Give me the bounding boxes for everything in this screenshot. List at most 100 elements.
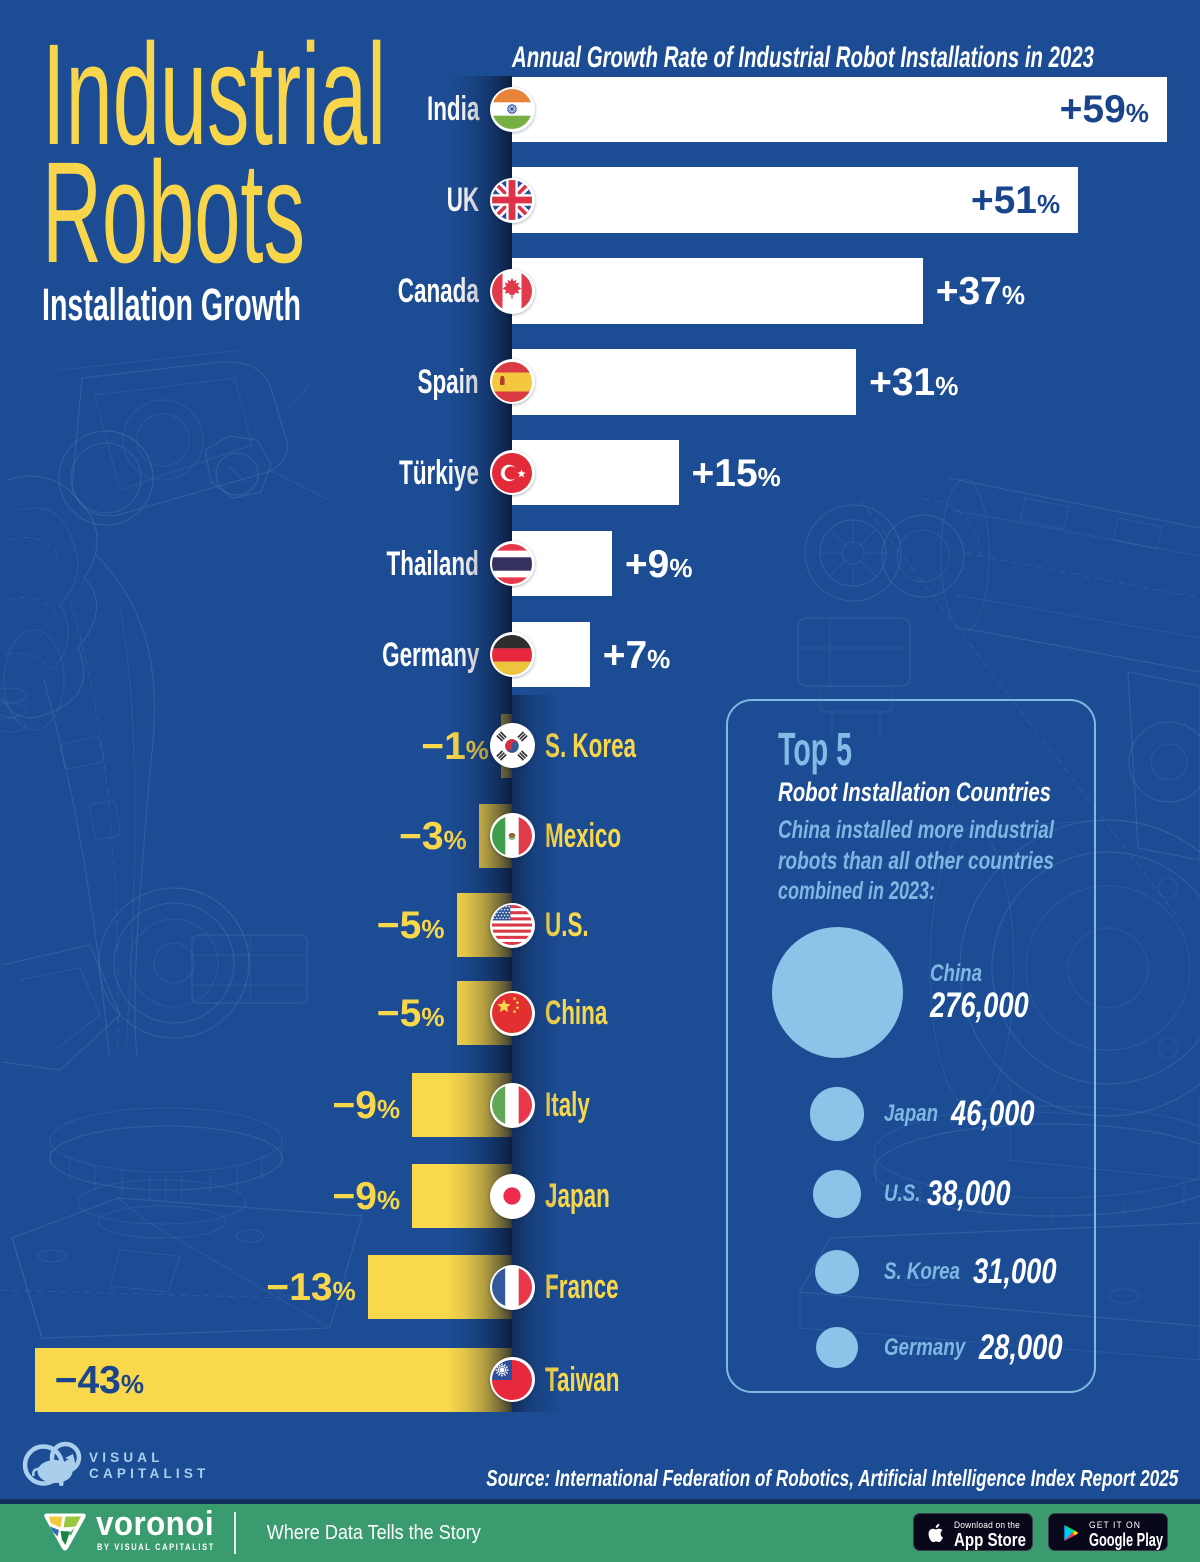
value-label-thailand-text: % xyxy=(669,552,693,583)
panel-subtitle: Robot Installation Countries xyxy=(778,777,1140,807)
value-label-turkiye-text: +15 xyxy=(691,451,758,495)
value-label-italy-text: −9 xyxy=(332,1084,377,1128)
value-label-japan-text: % xyxy=(376,1185,401,1215)
bubble-value-label-text: 38,000 xyxy=(927,1174,1011,1213)
value-label-germany: +7% xyxy=(603,636,671,679)
value-label-italy-text: % xyxy=(376,1094,401,1125)
title-subtitle: Installation Growth xyxy=(42,277,450,333)
value-label-uk-text: +51 xyxy=(970,179,1037,223)
robot-arm-sketch-right xyxy=(797,477,1200,1361)
mexico-flag-icon xyxy=(489,813,535,859)
value-label-us-text: % xyxy=(421,914,445,944)
taiwan-flag-icon-image xyxy=(492,1359,532,1400)
value-label-france-text: −13 xyxy=(266,1266,333,1310)
tagline-text: Where Data Tells the Story xyxy=(266,1521,481,1544)
value-label-china-text: −5 xyxy=(376,992,422,1035)
value-label-turkiye: +15% xyxy=(692,454,781,497)
india-flag-icon-image xyxy=(492,89,532,130)
japan-flag-icon-image xyxy=(492,1176,532,1216)
value-label-us: −5% xyxy=(377,906,445,949)
visual-capitalist-wordmark: VISUAL CAPITALIST xyxy=(89,1450,210,1481)
value-label-italy: −9% xyxy=(333,1086,401,1129)
skorea-flag-icon xyxy=(489,723,535,769)
bubble-country-label: U.S. xyxy=(884,1180,931,1208)
growth-bar-turkiye xyxy=(512,439,679,506)
bubble-country-label-text: S. Korea xyxy=(884,1258,960,1285)
thailand-flag-icon-image xyxy=(492,543,532,584)
growth-bar-uk xyxy=(512,167,1079,233)
bubble-country-label-text: China xyxy=(930,960,983,987)
tagline-separator xyxy=(234,1511,236,1554)
value-label-taiwan-text: −43 xyxy=(54,1358,121,1402)
bubble-value-label-text: 28,000 xyxy=(979,1327,1063,1367)
bubble-germany xyxy=(816,1326,858,1369)
app-store-badge-bottom-text-text: App Store xyxy=(954,1529,1026,1550)
france-flag-icon xyxy=(489,1264,535,1310)
value-label-germany-text: % xyxy=(647,643,671,674)
italy-flag-icon xyxy=(489,1082,535,1128)
bubble-country-label: S. Korea xyxy=(884,1258,981,1286)
bubble-value-label-text: 31,000 xyxy=(973,1252,1057,1291)
app-store-badge[interactable]: Download on the App Store xyxy=(913,1513,1033,1551)
source-citation-text: Source: International Federation of Robo… xyxy=(486,1465,1178,1491)
value-label-mexico-text: −3 xyxy=(399,814,444,858)
mexico-flag-icon-image xyxy=(492,815,532,856)
panel-title: Top 5 xyxy=(778,723,897,775)
source-citation: Source: International Federation of Robo… xyxy=(250,1464,1178,1492)
panel-subtitle-text: Robot Installation Countries xyxy=(778,777,1051,807)
top5-panel: Top 5 Robot Installation Countries China… xyxy=(726,699,1096,1393)
bubble-chart: China 276,000 Japan 46,000 U.S. 38,000 S. Kore… xyxy=(728,701,1098,1395)
google-play-badge-bottom-text-text: Google Play xyxy=(1089,1529,1163,1550)
title-line1: Industrial xyxy=(42,23,626,167)
bubble-us xyxy=(812,1169,862,1219)
panel-description-text: China installed more industrial xyxy=(778,815,1143,846)
skorea-flag-icon-image xyxy=(492,725,532,766)
value-label-japan-text: −9 xyxy=(332,1175,377,1218)
thailand-flag-icon xyxy=(489,541,535,587)
italy-flag-icon-image xyxy=(492,1085,532,1126)
bubble-china xyxy=(771,926,903,1058)
japan-flag-icon xyxy=(489,1173,535,1219)
china-flag-icon xyxy=(489,990,535,1036)
bubble-value-label: 31,000 xyxy=(973,1253,1080,1291)
value-label-canada-text: +37 xyxy=(935,270,1002,313)
bubble-country-label-text: U.S. xyxy=(884,1180,921,1207)
growth-bar-canada xyxy=(512,258,923,324)
value-label-france: −13% xyxy=(266,1268,355,1311)
value-label-turkiye-text: % xyxy=(757,461,781,492)
title-line1-text: Industrial xyxy=(42,14,387,175)
app-store-badge-top-text-text: Download on the xyxy=(954,1519,1020,1530)
voronoi-byline-text: BY VISUAL CAPITALIST xyxy=(97,1541,215,1553)
google-play-badge-top-text-text: GET IT ON xyxy=(1089,1519,1141,1530)
title-line2: Robots xyxy=(42,141,498,285)
canada-flag-icon xyxy=(489,268,535,314)
uk-flag-icon-image xyxy=(492,180,532,221)
bubble-value-label-text: 46,000 xyxy=(951,1094,1035,1133)
bubble-country-label: Japan xyxy=(884,1100,953,1128)
robot-arm-sketch-left xyxy=(0,350,363,1339)
value-label-germany-text: +7 xyxy=(602,633,648,677)
panel-description-line: combined in 2023: xyxy=(778,877,935,906)
bubble-country-label: China xyxy=(930,960,997,988)
bubble-skorea xyxy=(815,1250,859,1294)
growth-bar-taiwan xyxy=(34,1347,512,1412)
title-subtitle-text: Installation Growth xyxy=(42,279,301,330)
value-label-japan: −9% xyxy=(333,1177,401,1220)
bubble-value-label-text: 276,000 xyxy=(930,986,1029,1025)
uk-flag-icon xyxy=(489,177,535,223)
chart-title-text: Annual Growth Rate of Industrial Robot I… xyxy=(512,41,1094,74)
value-label-canada-text: % xyxy=(1001,280,1025,310)
value-label-us-text: −5 xyxy=(376,904,422,947)
panel-title-text: Top 5 xyxy=(778,723,852,775)
value-label-taiwan: −43% xyxy=(55,1361,144,1404)
title-line2-text: Robots xyxy=(42,132,305,293)
bottom-brand-bar: voronoi BY VISUAL CAPITALIST Where Data … xyxy=(0,1503,1200,1562)
chart-title: Annual Growth Rate of Industrial Robot I… xyxy=(512,40,1094,76)
google-play-badge[interactable]: GET IT ON Google Play xyxy=(1048,1513,1168,1551)
visual-capitalist-wordmark-text: VISUAL xyxy=(89,1450,164,1465)
value-label-india-text: % xyxy=(1125,98,1149,129)
turkiye-flag-icon xyxy=(489,450,535,496)
bubble-value-label: 38,000 xyxy=(927,1175,1034,1213)
value-label-spain: +31% xyxy=(869,363,958,406)
